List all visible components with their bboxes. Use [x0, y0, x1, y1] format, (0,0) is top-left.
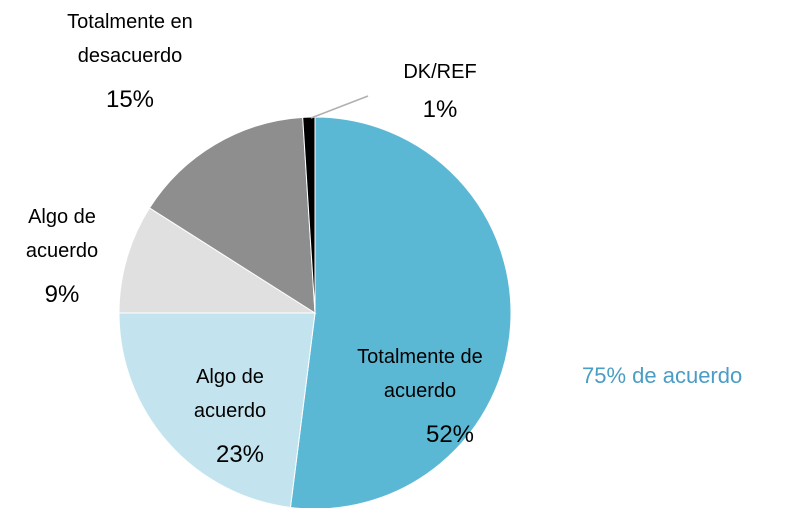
slice-value-label: 1%	[422, 96, 458, 123]
slice-label: Algo de acuerdo	[25, 206, 99, 262]
slice-value-label: 52%	[425, 421, 475, 448]
annotation: 75% de acuerdo	[582, 363, 743, 388]
slice-value-label: 15%	[105, 86, 155, 113]
pie-slice	[118, 312, 316, 508]
pie-slice	[118, 207, 317, 314]
slice-label: DK/REF	[403, 61, 477, 83]
slice-label: Totalmente en desacuerdo	[67, 11, 193, 67]
pie-slice	[148, 116, 316, 314]
slice-value-label: 9%	[44, 281, 80, 308]
leader-line	[310, 95, 369, 119]
slice-label: Algo de acuerdo	[193, 366, 267, 422]
slice-label: Totalmente de acuerdo	[357, 346, 483, 402]
slice-value-label: 23%	[215, 441, 265, 468]
pie-slice	[289, 116, 512, 508]
